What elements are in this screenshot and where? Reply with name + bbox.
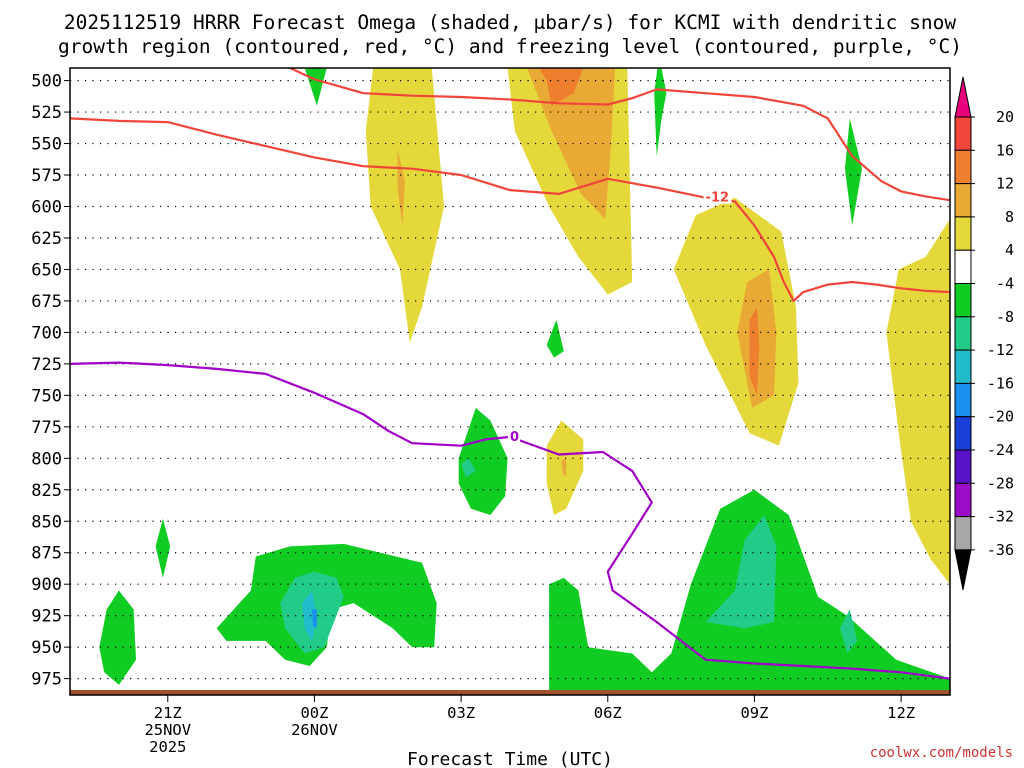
omega-region-orange-core-0830z (749, 307, 760, 396)
y-tick-label-950: 950 (31, 638, 62, 658)
colorbar-label-12: -32 (987, 508, 1014, 526)
ground-strip (70, 689, 950, 695)
omega-region-yellow-blob-0830z (673, 197, 799, 446)
y-tick-label-675: 675 (31, 292, 62, 312)
colorbar-segment-10 (954, 416, 972, 451)
omega-region-blue-dot-main-low (312, 609, 317, 629)
contour-label-dgz-lower-minus-12: -12 (706, 191, 730, 206)
x-tick-label-0-0: 21Z (154, 704, 182, 722)
x-axis-label: Forecast Time (UTC) (407, 749, 613, 768)
y-axis-ticks: 500 525 550 575 600 625 650 675 700 725 750 775 800 8… (31, 72, 70, 690)
temperature-contours: -12 0 (70, 68, 950, 680)
colorbar-label-6: -8 (996, 308, 1014, 326)
colorbar-label-4: 4 (1005, 241, 1014, 259)
contour-label-bg-1 (703, 189, 732, 204)
y-tick-label-825: 825 (31, 481, 62, 501)
colorbar-label-10: -24 (987, 441, 1014, 459)
colorbar-top-triangle (954, 76, 972, 118)
omega-region-orange-core-05z (539, 68, 584, 106)
contour-label-freezing-level-0: 0 (510, 430, 519, 445)
y-tick-label-700: 700 (31, 323, 62, 343)
x-tick-label-5-0: 12Z (887, 704, 915, 722)
contour-dgz-upper-minus-12 (70, 117, 950, 302)
plot-frame (69, 67, 951, 696)
omega-region-yellow-plume-0130z (365, 68, 444, 343)
colorbar-label-0: 20 (996, 108, 1014, 126)
colorbar-segment-4 (954, 216, 972, 251)
y-tick-label-650: 650 (31, 260, 62, 280)
omega-region-teal-dot-0230z (461, 458, 476, 478)
colorbar-label-7: -12 (987, 341, 1014, 359)
y-tick-label-625: 625 (31, 229, 62, 249)
x-tick-label-3-0: 06Z (594, 704, 622, 722)
colorbar-label-3: 8 (1005, 208, 1014, 226)
colorbar-segment-7 (954, 316, 972, 351)
colorbar-label-13: -36 (987, 541, 1014, 559)
omega-region-green-spike-11z (844, 118, 862, 226)
colorbar-label-5: -4 (996, 275, 1014, 293)
contour-label-bg-2 (508, 428, 520, 443)
colorbar-segment-6 (954, 283, 972, 318)
omega-region-green-spike-0430z (546, 319, 564, 358)
title: 2025112519 HRRR Forecast Omega (shaded, … (58, 11, 962, 58)
omega-region-yellow-right-edge (886, 219, 950, 585)
colorbar-label-8: -16 (987, 374, 1014, 392)
colorbar-label-2: 12 (996, 175, 1014, 193)
colorbar-segment-13 (954, 516, 972, 551)
omega-region-orange-plume-05z (527, 68, 616, 220)
colorbar-label-11: -28 (987, 474, 1014, 492)
y-tick-label-800: 800 (31, 449, 62, 469)
title-line-1: 2025112519 HRRR Forecast Omega (shaded, … (64, 11, 956, 34)
colorbar-label-1: 16 (996, 141, 1014, 159)
y-tick-label-575: 575 (31, 166, 62, 186)
contour-freezing-level-0 (70, 361, 950, 680)
y-tick-label-925: 925 (31, 607, 62, 627)
colorbar-segment-8 (954, 349, 972, 384)
colorbar-segment-2 (954, 149, 972, 185)
pressure-grid (70, 79, 950, 680)
omega-shading (99, 68, 950, 695)
y-tick-label-550: 550 (31, 135, 62, 155)
colorbar-segment-1 (954, 116, 972, 151)
x-tick-label-1-0: 00Z (300, 704, 328, 722)
y-tick-label-600: 600 (31, 197, 62, 217)
colorbar-segment-11 (954, 449, 972, 484)
x-tick-label-4-0: 09Z (740, 704, 768, 722)
omega-region-green-blob-0230z (458, 407, 508, 515)
x-tick-label-1-1: 26NOV (291, 721, 338, 739)
y-tick-label-850: 850 (31, 512, 62, 532)
contour-dgz-lower-minus-12 (287, 68, 950, 202)
y-tick-label-525: 525 (31, 103, 62, 123)
colorbar-segment-5 (954, 249, 972, 284)
omega-region-cyan-main-low (302, 590, 317, 641)
y-tick-label-900: 900 (31, 575, 62, 595)
colorbar-bottom-triangle (954, 549, 972, 590)
omega-region-green-spike-top (304, 68, 327, 106)
credit-text: coolwx.com/models (870, 745, 1013, 761)
y-tick-label-750: 750 (31, 386, 62, 406)
y-tick-label-975: 975 (31, 670, 62, 690)
omega-region-green-spike-21z (155, 518, 171, 578)
colorbar-segment-3 (954, 183, 972, 218)
omega-region-green-small-left (99, 590, 136, 685)
colorbar-segment-12 (954, 482, 972, 518)
y-tick-label-725: 725 (31, 355, 62, 375)
y-tick-label-875: 875 (31, 544, 62, 564)
omega-region-teal-lower-right (705, 515, 777, 629)
colorbar-label-9: -20 (987, 408, 1014, 426)
x-tick-label-0-1: 25NOV (144, 721, 191, 739)
omega-region-teal-dot-11z (840, 609, 858, 654)
colorbar-segment-9 (954, 382, 972, 418)
y-tick-label-775: 775 (31, 418, 62, 438)
y-tick-label-500: 500 (31, 72, 62, 92)
omega-region-orange-dot-05z-low (561, 458, 567, 478)
ground-surface (70, 689, 950, 695)
colorbar: 20 16 12 8 4 -4 -8 -12 -16 -20 -24 -28 -32 -36 (954, 76, 1014, 590)
x-tick-label-0-2: 2025 (149, 738, 186, 756)
x-tick-label-2-0: 03Z (447, 704, 475, 722)
omega-region-green-spike-0630z (654, 68, 667, 157)
title-line-2: growth region (contoured, red, °C) and f… (58, 35, 962, 58)
